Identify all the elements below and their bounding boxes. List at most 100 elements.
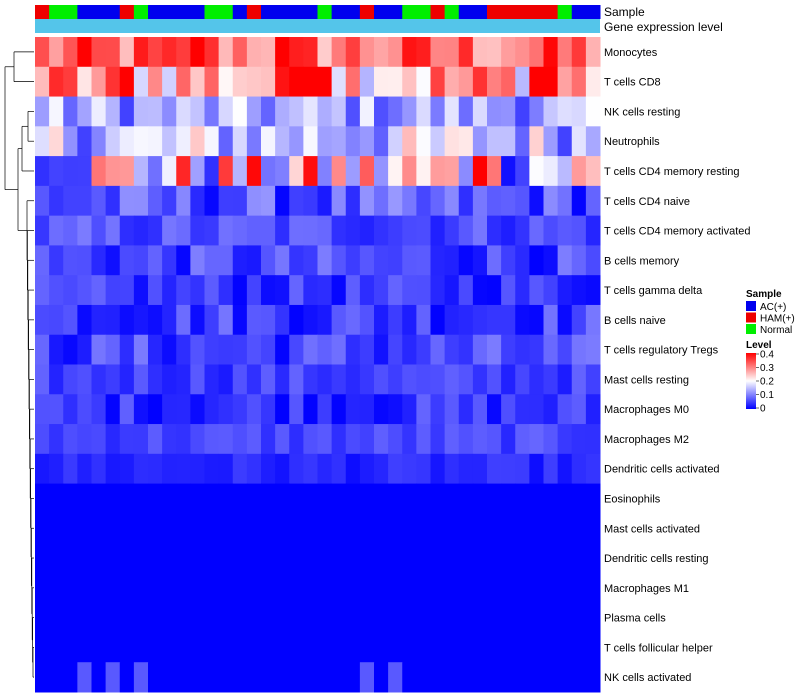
heatmap-cell: [472, 394, 488, 425]
heatmap-cell: [529, 304, 544, 336]
row-label: T cells follicular helper: [604, 642, 713, 654]
heatmap-cell: [359, 37, 375, 68]
heatmap-cell: [402, 424, 417, 455]
heatmap-cell: [35, 632, 50, 663]
heatmap-cell: [190, 66, 205, 98]
legend-sample-swatch: [746, 301, 756, 311]
heatmap-cell: [430, 543, 446, 574]
heatmap-cell: [444, 364, 460, 395]
heatmap-cell: [458, 424, 474, 455]
heatmap-cell: [458, 96, 474, 127]
heatmap-cell: [148, 304, 163, 336]
heatmap-cell: [345, 543, 361, 574]
heatmap-cell: [388, 37, 403, 68]
heatmap-cell: [148, 602, 163, 633]
heatmap-cell: [190, 632, 205, 663]
heatmap-cell: [176, 275, 191, 306]
heatmap-cell: [218, 602, 234, 633]
heatmap-cell: [345, 126, 361, 157]
heatmap-cell: [133, 215, 149, 246]
heatmap-cell: [63, 66, 78, 98]
heatmap-cell: [77, 215, 92, 246]
heatmap-cell: [359, 126, 375, 157]
heatmap-cell: [557, 96, 573, 127]
heatmap-cell: [148, 483, 163, 514]
heatmap-cell: [557, 602, 573, 633]
heatmap-cell: [402, 245, 417, 276]
heatmap-cell: [148, 394, 163, 425]
heatmap-cell: [303, 66, 318, 98]
heatmap-cell: [148, 543, 163, 574]
heatmap-cell: [148, 572, 163, 604]
heatmap-cell: [585, 513, 601, 544]
heatmap-cell: [218, 424, 234, 455]
heatmap-cell: [515, 513, 530, 544]
heatmap-cell: [190, 156, 205, 187]
heatmap-cell: [63, 215, 78, 246]
heatmap-cell: [317, 602, 333, 633]
heatmap-cell: [162, 662, 177, 693]
heatmap-cell: [529, 185, 544, 217]
heatmap-cell: [119, 334, 135, 365]
heatmap-cell: [35, 543, 50, 574]
heatmap-cell: [543, 602, 559, 633]
heatmap-cell: [77, 662, 92, 693]
heatmap-cell: [345, 215, 361, 246]
heatmap-cell: [331, 304, 347, 336]
heatmap-cell: [571, 156, 587, 187]
heatmap-cell: [331, 424, 347, 455]
heatmap-cell: [487, 483, 502, 514]
heatmap-cell: [204, 245, 220, 276]
heatmap-cell: [35, 245, 50, 276]
sample-annotation-cell: [416, 5, 431, 19]
heatmap-cell: [402, 96, 417, 127]
heatmap-cell: [402, 453, 417, 485]
heatmap-cell: [557, 453, 573, 485]
heatmap-cell: [501, 66, 516, 98]
heatmap-cell: [162, 572, 177, 604]
heatmap-cell: [416, 304, 431, 336]
heatmap-cell: [487, 245, 502, 276]
heatmap-cell: [374, 394, 389, 425]
heatmap-cell: [148, 662, 163, 693]
heatmap-cell: [119, 424, 135, 455]
heatmap-cell: [246, 126, 262, 157]
heatmap-cell: [49, 156, 64, 187]
heatmap-cell: [204, 424, 220, 455]
heatmap-cell: [331, 394, 347, 425]
heatmap-cell: [430, 275, 446, 306]
heatmap-cell: [91, 66, 107, 98]
sample-annotation-cell: [289, 5, 304, 19]
heatmap-cell: [232, 424, 248, 455]
heatmap-cell: [190, 453, 205, 485]
heatmap-cell: [91, 37, 107, 68]
expression-annotation-label: Gene expression level: [604, 20, 723, 34]
heatmap-cell: [487, 602, 502, 633]
heatmap-cell: [543, 96, 559, 127]
heatmap-cell: [585, 66, 601, 98]
heatmap-cell: [331, 572, 347, 604]
heatmap-cell: [529, 126, 544, 157]
sample-annotation-cell: [162, 5, 177, 19]
heatmap-cell: [487, 662, 502, 693]
heatmap-cell: [557, 66, 573, 98]
heatmap-cell: [458, 453, 474, 485]
heatmap-cell: [105, 96, 121, 127]
heatmap-cell: [49, 632, 64, 663]
heatmap-cell: [232, 483, 248, 514]
heatmap-cell: [529, 572, 544, 604]
heatmap-cell: [176, 304, 191, 336]
heatmap-cell: [374, 185, 389, 217]
heatmap-cell: [345, 66, 361, 98]
sample-annotation-cell: [317, 5, 333, 19]
heatmap-cell: [444, 424, 460, 455]
row-label: T cells regulatory Tregs: [604, 345, 719, 357]
heatmap-cell: [119, 453, 135, 485]
heatmap-cell: [359, 275, 375, 306]
heatmap-cell: [501, 37, 516, 68]
heatmap-cell: [402, 394, 417, 425]
heatmap-cell: [359, 96, 375, 127]
heatmap-cell: [501, 215, 516, 246]
sample-annotation-cell: [331, 5, 347, 19]
heatmap-cell: [162, 483, 177, 514]
